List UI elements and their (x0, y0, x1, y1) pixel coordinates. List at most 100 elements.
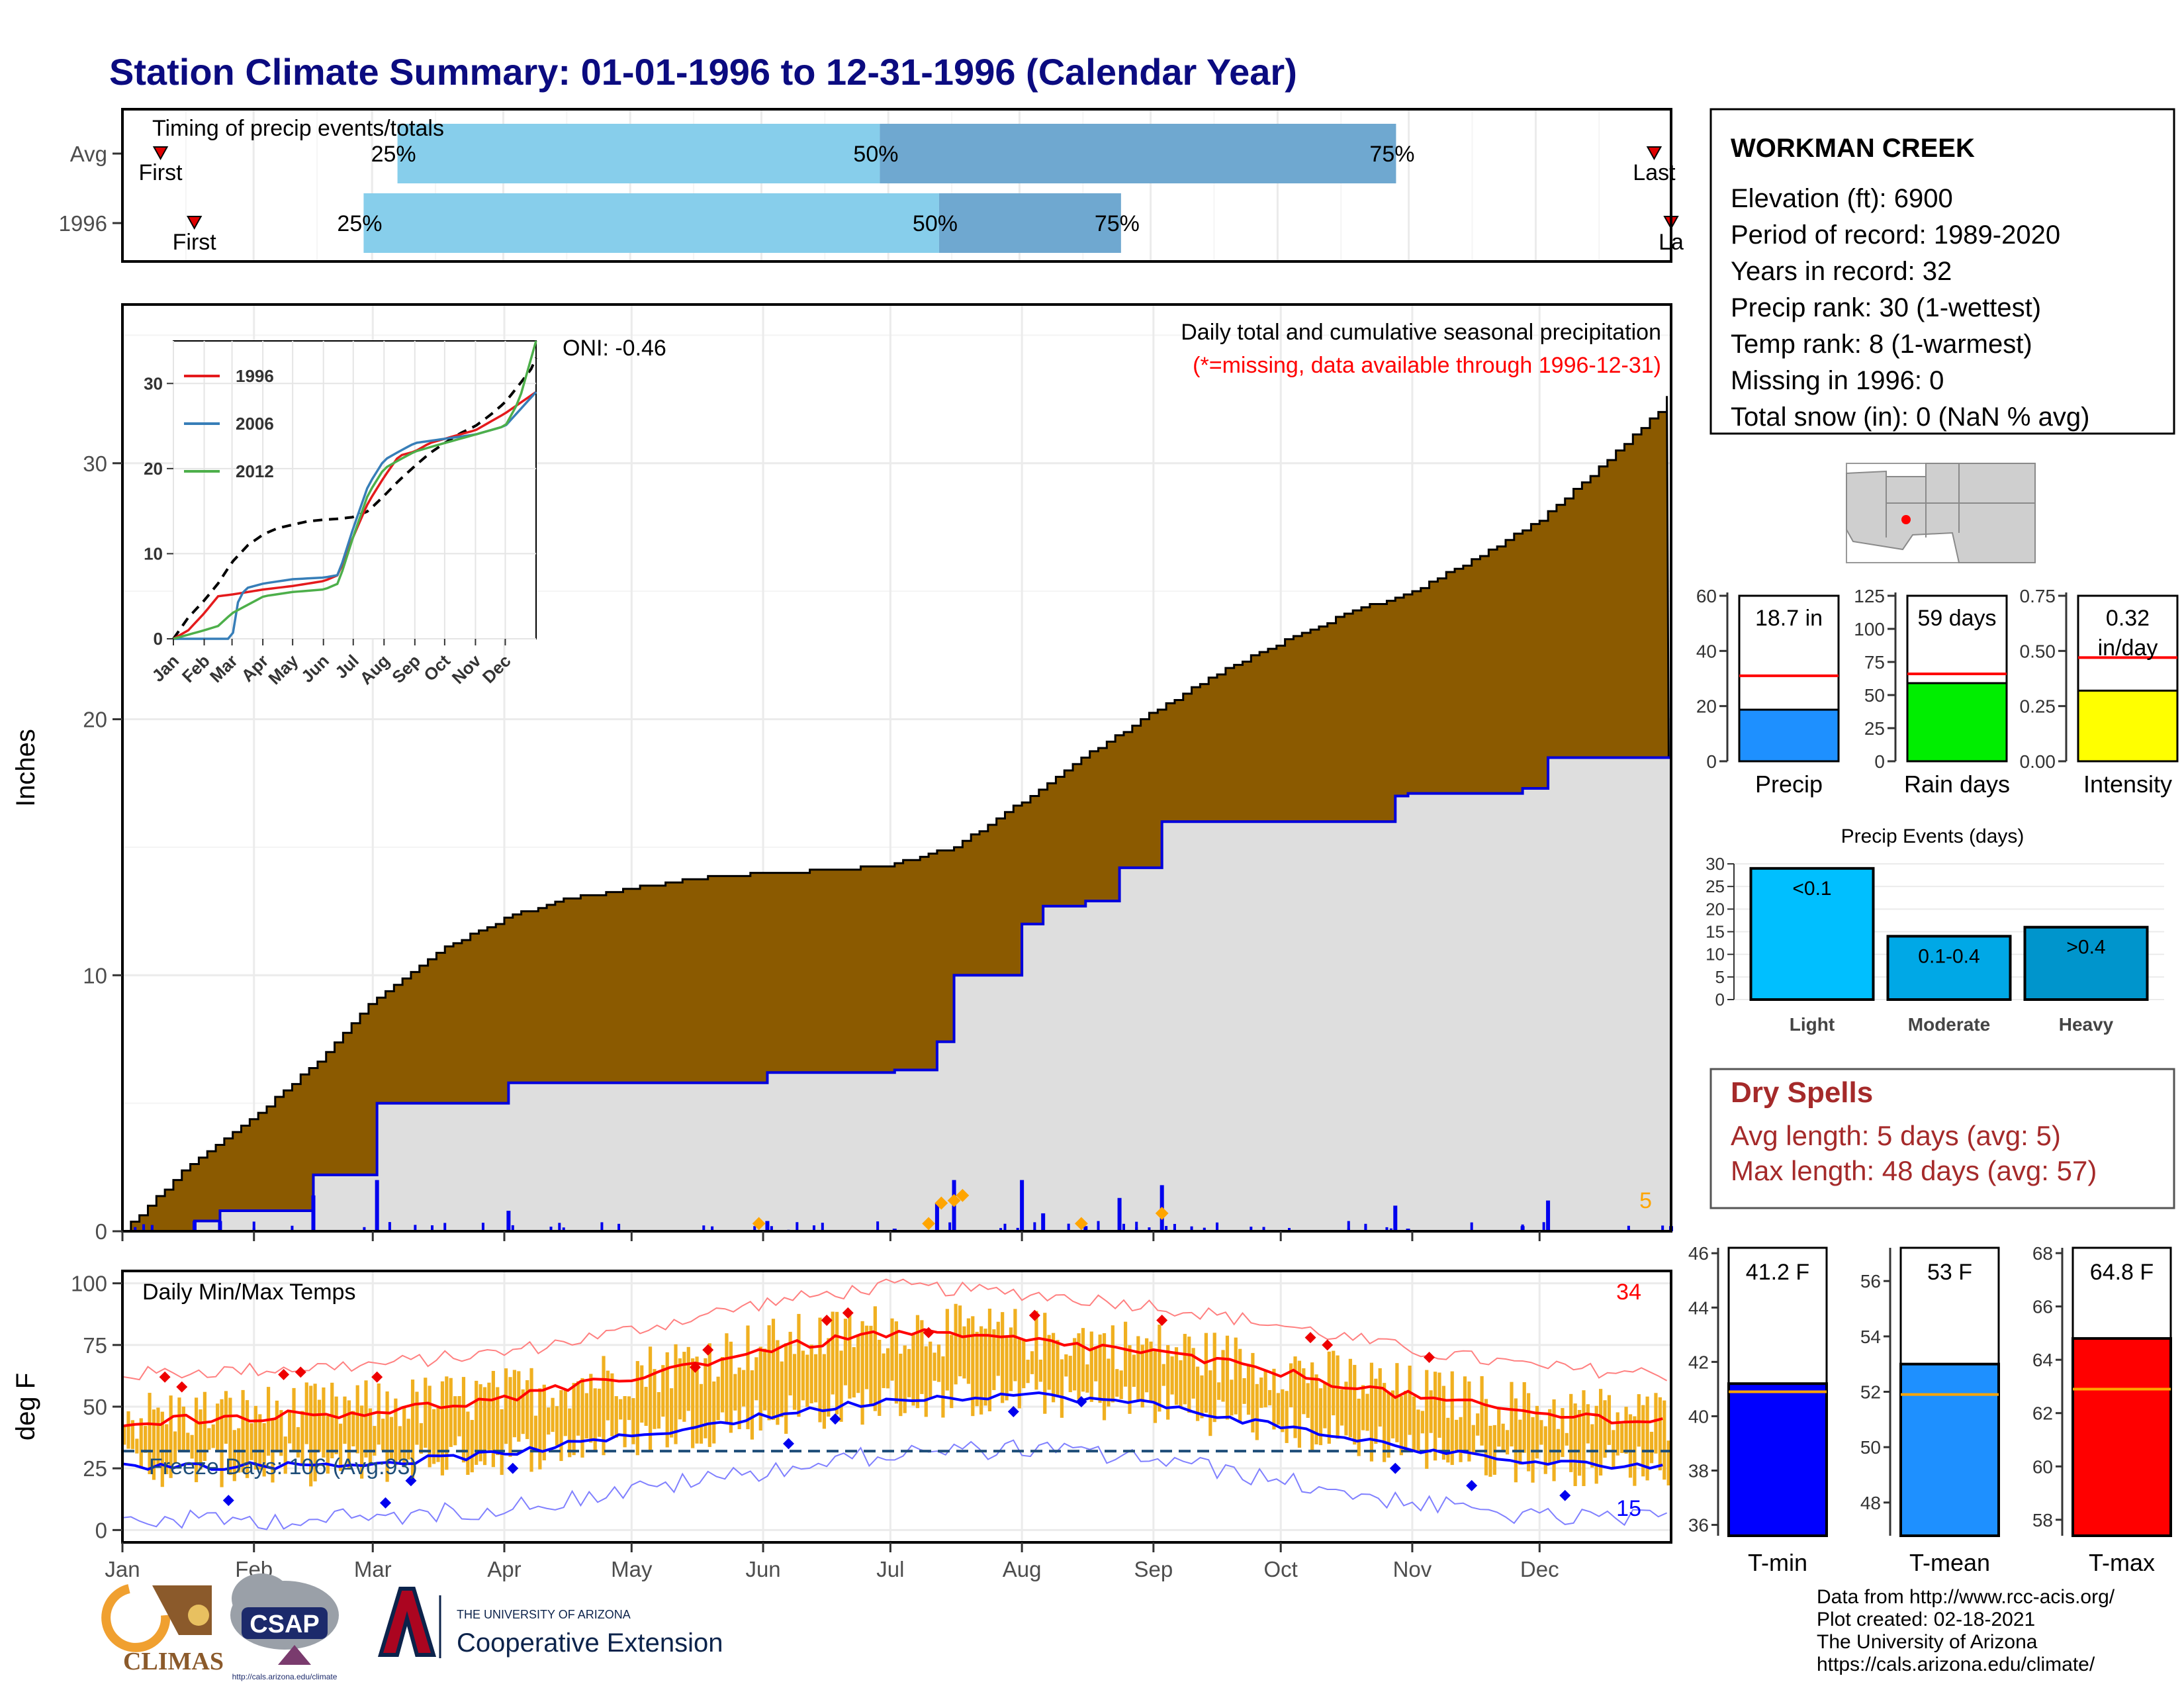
daily-precip-bar (821, 1223, 824, 1231)
location-map (1846, 463, 2036, 563)
temp-bar-ytick-label: 68 (2032, 1243, 2053, 1264)
min-record-count: 15 (1616, 1496, 1641, 1521)
daily-temp-bar (394, 1398, 398, 1466)
daily-temp-bar (1005, 1335, 1009, 1401)
daily-precip-bar (562, 1227, 565, 1231)
daily-temp-bar (1285, 1391, 1289, 1443)
daily-temp-bar (487, 1382, 491, 1451)
daily-temp-bar (809, 1344, 813, 1404)
footer-line: Data from http://www.rcc-acis.org/ (1817, 1586, 2115, 1608)
daily-temp-bar (593, 1388, 597, 1452)
daily-temp-bar (364, 1380, 368, 1458)
daily-temp-bar (1017, 1339, 1021, 1409)
events-title: Precip Events (days) (1841, 825, 2025, 847)
daily-temp-bar (1085, 1364, 1089, 1393)
daily-temp-bar (186, 1432, 190, 1452)
heavy-precip-marker (752, 1217, 766, 1231)
small-bar-ytick-label: 0 (1706, 751, 1717, 772)
daily-temp-bar (818, 1317, 822, 1423)
daily-temp-bar (216, 1403, 220, 1450)
daily-temp-bar (1561, 1408, 1565, 1458)
daily-temp-bar (1645, 1396, 1649, 1481)
timing-p75-label: 75% (1369, 142, 1414, 167)
daily-precip-bar (796, 1222, 799, 1231)
station-info-line: Temp rank: 8 (1-warmest) (1731, 330, 2032, 359)
daily-temp-bar (1429, 1390, 1433, 1433)
daily-precip-bar (218, 1221, 222, 1231)
daily-temp-bar (1302, 1368, 1306, 1415)
small-bar-chart-precip: 0 20 40 60 18.7 in Precip (1696, 586, 1840, 798)
timing-first-label: First (138, 160, 183, 185)
daily-temp-bar (1089, 1331, 1093, 1402)
daily-temp-bar (1276, 1393, 1280, 1425)
timing-last-marker (1646, 146, 1662, 161)
daily-temp-bar (1518, 1419, 1522, 1465)
inset-avg-line (172, 357, 537, 640)
daily-temp-bar (1115, 1369, 1119, 1397)
daily-temp-bar (1289, 1363, 1293, 1407)
daily-temp-bar (1179, 1360, 1183, 1408)
missing-count: 5 (1639, 1188, 1652, 1213)
daily-temp-bar (1161, 1364, 1165, 1386)
temp-bar-ytick-label: 60 (2032, 1456, 2053, 1477)
daily-temp-bar (627, 1396, 631, 1421)
heavy-precip-marker (1155, 1207, 1169, 1220)
daily-temp-bar (529, 1368, 533, 1472)
station-info-line: Period of record: 1989-2020 (1731, 220, 2060, 250)
daily-temp-bar (1484, 1399, 1488, 1476)
daily-temp-bar (1369, 1362, 1374, 1462)
daily-temp-bar (347, 1400, 351, 1469)
temp-ytick-label: 25 (83, 1456, 107, 1481)
daily-temp-bar (648, 1346, 653, 1451)
daily-temp-bar (1034, 1311, 1038, 1390)
ua-block-a (377, 1587, 437, 1657)
daily-temp-bar (491, 1370, 495, 1468)
small-bar-ytick-label: 100 (1854, 619, 1885, 639)
daily-temp-bar (987, 1308, 992, 1412)
daily-temp-bar (1327, 1351, 1331, 1444)
daily-temp-bar (1425, 1370, 1429, 1469)
daily-temp-bar (767, 1325, 771, 1421)
daily-temp-bar (275, 1400, 279, 1451)
daily-precip-bar (558, 1223, 561, 1231)
daily-temp-bar (1527, 1393, 1531, 1472)
daily-temp-bar (1599, 1389, 1603, 1476)
timing-p50-label: 50% (913, 211, 958, 236)
daily-temp-bar (945, 1309, 949, 1391)
daily-temp-bar (1043, 1313, 1047, 1414)
timing-first-marker (186, 216, 203, 230)
daily-temp-bar (657, 1392, 660, 1429)
daily-temp-bar (1225, 1335, 1230, 1420)
daily-temp-bar (1666, 1440, 1670, 1485)
daily-precip-bar (702, 1225, 705, 1231)
small-bar-value (2077, 689, 2179, 763)
daily-temp-bar (1476, 1413, 1480, 1436)
record-low-marker (1559, 1489, 1571, 1501)
daily-temp-bar (1281, 1389, 1285, 1432)
map-states (1846, 463, 2036, 563)
daily-temp-bar (194, 1397, 199, 1483)
small-bar-ytick-label: 0.00 (2020, 751, 2056, 772)
timing-bar-50-75 (880, 124, 1396, 183)
heavy-precip-marker (1074, 1217, 1088, 1231)
ua-logo: THE UNIVERSITY OF ARIZONA Cooperative Ex… (377, 1587, 723, 1658)
daily-temp-bar (1395, 1363, 1399, 1442)
daily-temp-bar (334, 1396, 338, 1454)
events-ytick-label: 30 (1706, 854, 1725, 874)
daily-precip-bar (766, 1221, 769, 1231)
daily-temp-bar (1077, 1333, 1081, 1400)
daily-temp-bar (1132, 1354, 1136, 1387)
temp-bar-ytick-label: 52 (1860, 1382, 1881, 1403)
daily-temp-bar (1387, 1391, 1390, 1458)
daily-precip-bar (252, 1221, 255, 1231)
daily-temp-bar (152, 1409, 156, 1480)
daily-temp-bar (860, 1321, 864, 1425)
climas-sun (188, 1605, 209, 1626)
daily-temp-bar (1060, 1359, 1064, 1418)
map-borders (1886, 463, 2035, 538)
daily-precip-bar (1262, 1227, 1265, 1231)
record-high-marker (1424, 1351, 1435, 1363)
daily-precip-bar (1148, 1227, 1151, 1231)
daily-temp-bar (576, 1381, 580, 1436)
